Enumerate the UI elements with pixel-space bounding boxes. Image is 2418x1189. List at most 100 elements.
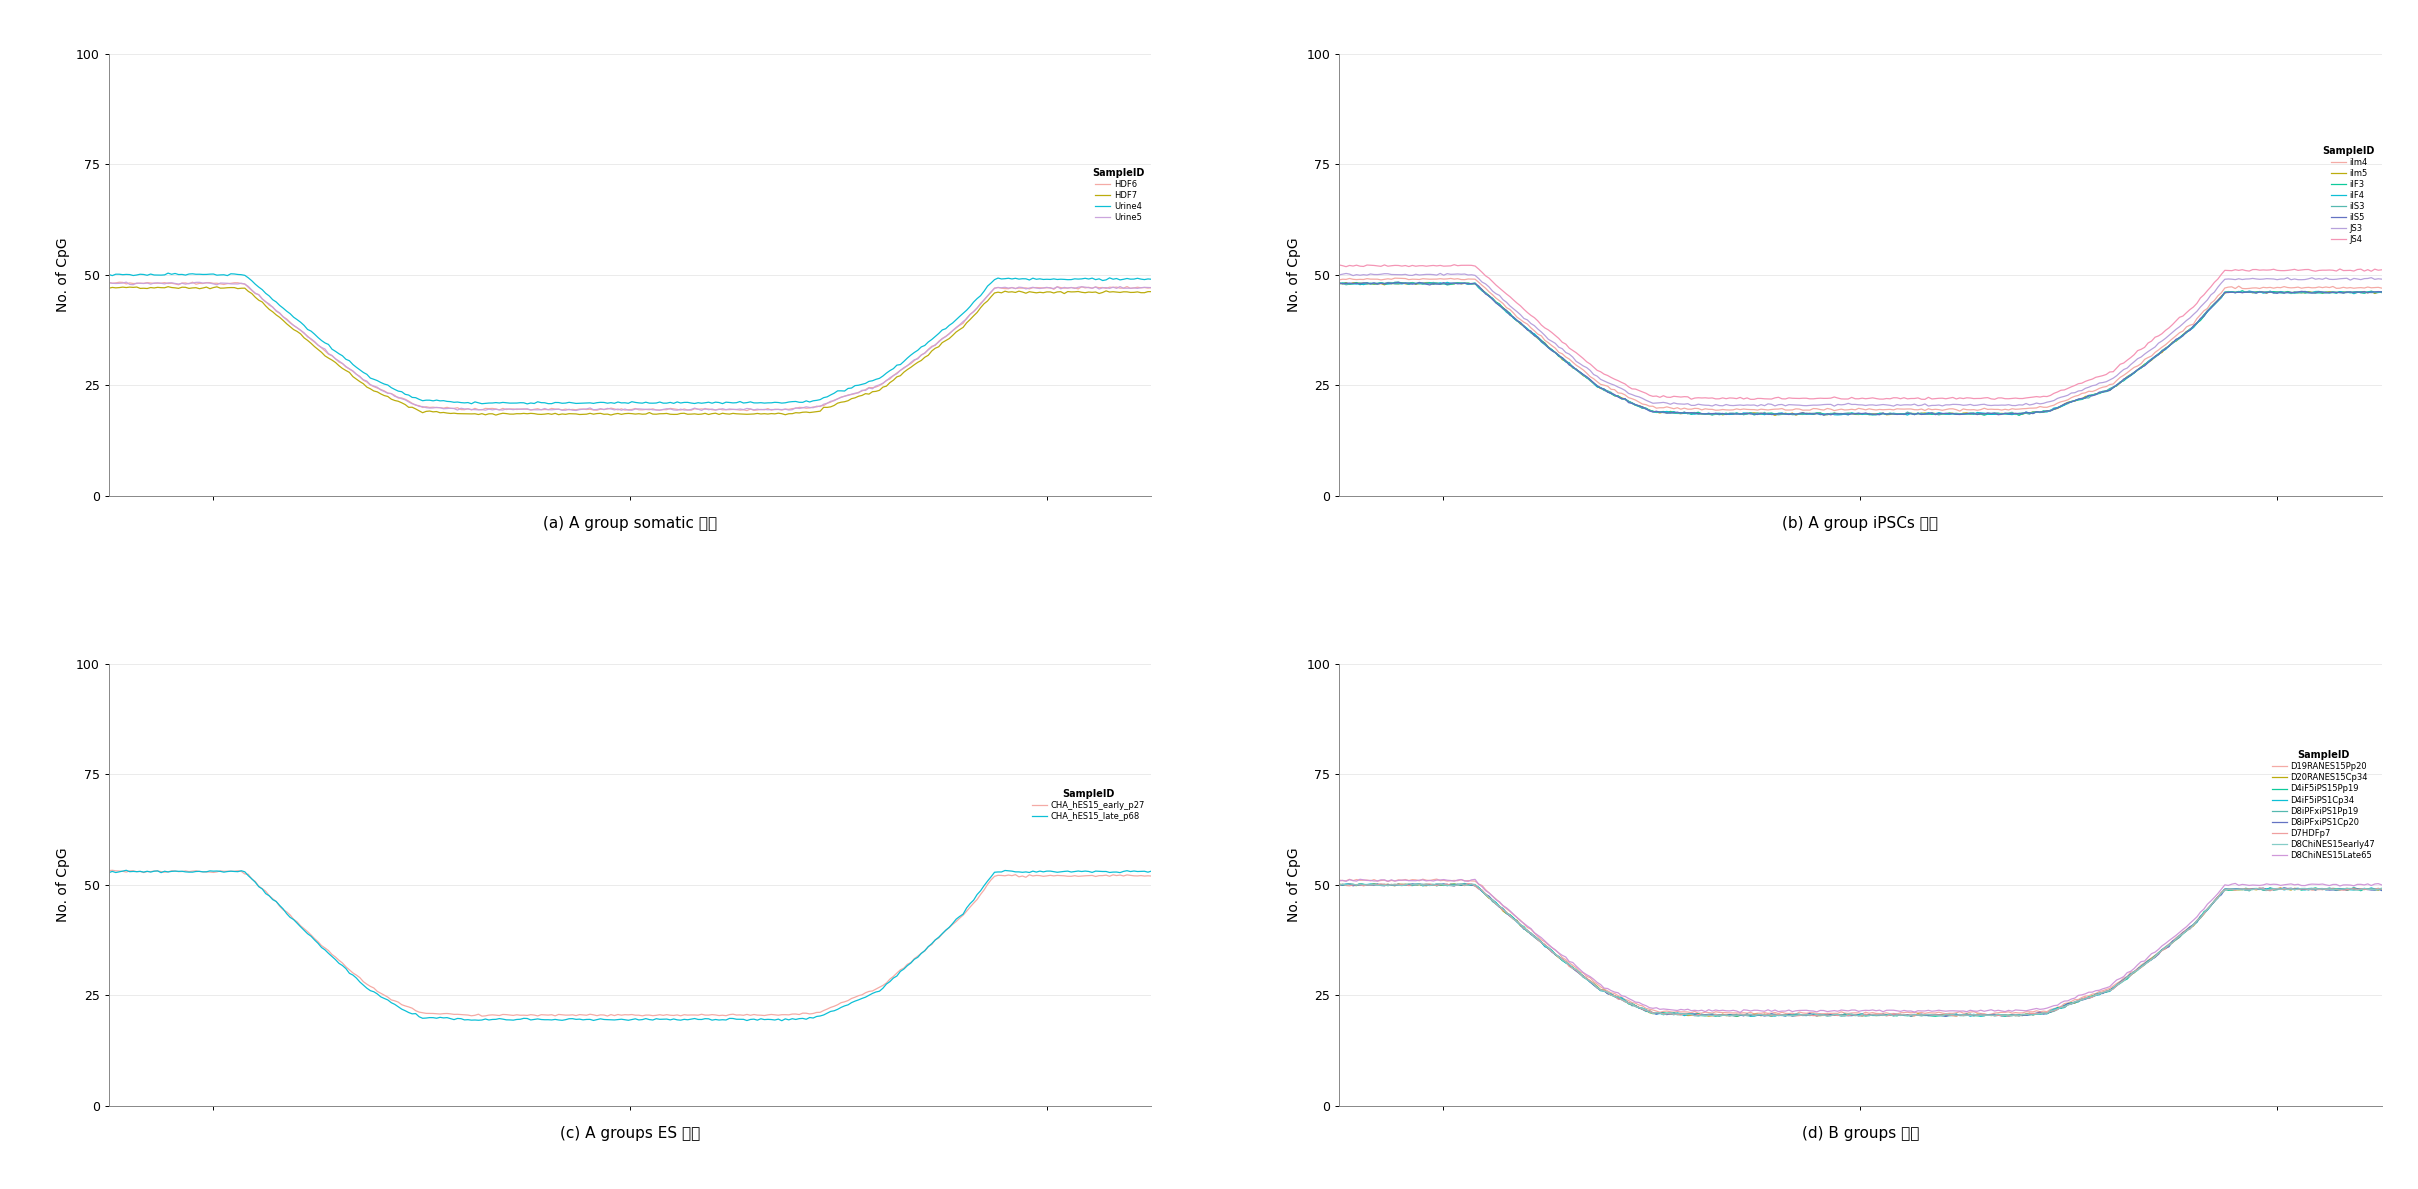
iIS3 [2367,285,2396,300]
Urine4 [94,268,123,282]
D4iF5iPS15Pp19 [1327,877,1356,892]
CHA_hES15_early_p27 [102,863,131,877]
D8ChiNES15Late65 [1327,873,1356,887]
Line: D4iF5iPS15Pp19: D4iF5iPS15Pp19 [1340,883,2382,1017]
JS3 [2210,272,2239,287]
Line: iIm5: iIm5 [1340,283,2382,415]
iIS3 [1925,408,1954,422]
X-axis label: (a) A group somatic 샘플: (a) A group somatic 샘플 [544,516,718,530]
D4iF5iPS1Cp34 [1405,876,1434,891]
iIm5 [1327,277,1356,291]
CHA_hES15_early_p27 [1136,869,1165,883]
iIS3 [1951,407,1980,421]
Legend: HDF6, HDF7, Urine4, Urine5: HDF6, HDF7, Urine4, Urine5 [1091,165,1146,225]
D8iPFxiPS1Pp19 [1971,1008,2000,1023]
Line: Urine5: Urine5 [109,282,1151,410]
iIm4 [1949,402,1978,416]
D7HDFp7 [1949,1008,1978,1023]
Line: iIS5: iIS5 [1340,282,2382,415]
iIm4 [1951,403,1980,417]
D4iF5iPS1Cp34 [2210,882,2239,897]
D19RANES15Pp20 [1946,1005,1976,1019]
Urine5 [723,402,752,416]
iIS5 [1809,408,1838,422]
iIm4 [2210,281,2239,295]
D7HDFp7 [2210,882,2239,897]
iIF4 [1327,276,1356,290]
iIm5 [1325,276,1354,290]
D4iF5iPS1Cp34 [1325,879,1354,893]
CHA_hES15_late_p68 [97,864,126,879]
JS4 [1327,258,1356,272]
D8iPFxiPS1Cp20 [1951,1008,1980,1023]
JS4 [1951,391,1980,405]
D4iF5iPS15Pp19 [2367,882,2396,897]
iIS5 [1949,407,1978,421]
iIF4 [1949,407,1978,421]
CHA_hES15_early_p27 [94,863,123,877]
HDF6 [733,403,762,417]
JS3 [2367,272,2396,287]
D4iF5iPS1Cp34 [1949,1008,1978,1023]
JS3 [1951,398,1980,413]
D8iPFxiPS1Cp20 [1325,879,1354,893]
D20RANES15Cp34 [2278,882,2307,897]
D8iPFxiPS1Pp19 [1951,1007,1980,1021]
JS3 [1427,266,1456,281]
D8ChiNES15early47 [1327,877,1356,892]
CHA_hES15_late_p68 [111,863,140,877]
Urine4 [513,397,542,411]
D20RANES15Cp34 [1359,876,1388,891]
D8ChiNES15Late65 [1951,1005,1980,1019]
Line: iIm4: iIm4 [1340,278,2382,411]
D8iPFxiPS1Cp20 [2278,881,2307,895]
CHA_hES15_early_p27 [723,1008,752,1023]
iIS3 [2210,285,2239,300]
CHA_hES15_late_p68 [94,866,123,880]
iIF3 [2278,285,2307,300]
Urine4 [723,396,752,410]
Urine4 [155,266,184,281]
D8iPFxiPS1Cp20 [1971,1008,2000,1023]
Urine4 [740,396,769,410]
iIS3 [1971,407,2000,421]
iIm4 [2367,281,2396,295]
D7HDFp7 [1942,1009,1971,1024]
CHA_hES15_late_p68 [1136,864,1165,879]
D20RANES15Cp34 [1971,1008,2000,1023]
Urine5 [94,276,123,290]
HDF7 [155,279,184,294]
D20RANES15Cp34 [2210,882,2239,897]
HDF6 [718,402,747,416]
D7HDFp7 [1327,877,1356,892]
iIm4 [1946,404,1976,419]
iIF3 [1381,275,1410,289]
iIS5 [1325,276,1354,290]
D4iF5iPS1Cp34 [1971,1008,2000,1023]
Urine4 [1047,272,1076,287]
JS4 [1736,392,1765,407]
D7HDFp7 [1971,1008,2000,1023]
D4iF5iPS1Cp34 [1956,1009,1985,1024]
HDF7 [740,407,769,421]
D8ChiNES15Late65 [2278,876,2307,891]
HDF7 [1136,284,1165,298]
Line: HDF6: HDF6 [109,282,1151,410]
iIm4 [1325,272,1354,287]
HDF6 [1136,281,1165,295]
iIF3 [1946,407,1976,421]
Line: D8iPFxiPS1Pp19: D8iPFxiPS1Pp19 [1340,883,2382,1017]
D8ChiNES15Late65 [1971,1005,2000,1019]
iIm4 [2278,281,2307,295]
Line: HDF7: HDF7 [109,287,1151,415]
D8iPFxiPS1Cp20 [1327,877,1356,892]
Urine5 [979,282,1008,296]
D7HDFp7 [2278,882,2307,897]
JS4 [1325,258,1354,272]
D19RANES15Pp20 [1325,873,1354,887]
HDF7 [718,407,747,421]
D8ChiNES15Late65 [1949,1004,1978,1018]
iIm5 [1398,276,1427,290]
X-axis label: (c) A groups ES 샘플: (c) A groups ES 샘플 [561,1126,701,1141]
Line: D7HDFp7: D7HDFp7 [1340,883,2382,1017]
